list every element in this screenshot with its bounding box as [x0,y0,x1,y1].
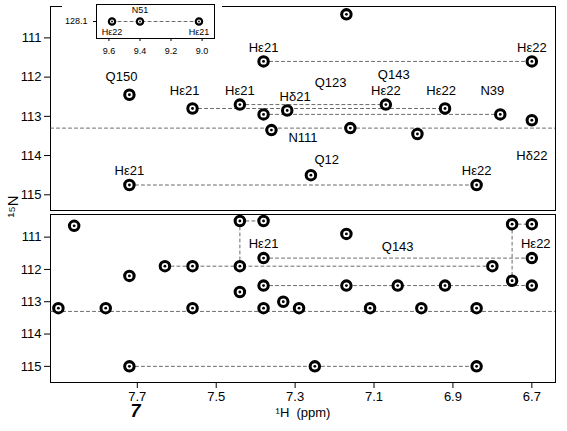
svg-text:113: 113 [21,109,42,124]
svg-text:7.5: 7.5 [207,389,225,404]
svg-text:¹H (ppm): ¹H (ppm) [276,405,331,420]
svg-text:Hε22: Hε22 [517,40,547,55]
svg-text:Q12: Q12 [314,152,339,167]
svg-text:Hε22: Hε22 [102,27,123,37]
svg-text:N111: N111 [288,130,317,145]
svg-text:Hε21: Hε21 [225,83,255,98]
svg-text:Hε22: Hε22 [426,83,456,98]
svg-text:9.6: 9.6 [103,46,116,56]
svg-text:Q150: Q150 [106,69,138,84]
svg-text:114: 114 [21,326,42,341]
svg-text:9.2: 9.2 [165,46,178,56]
svg-text:113: 113 [21,294,42,309]
svg-text:Q143: Q143 [378,67,410,82]
svg-text:Hδ21: Hδ21 [280,89,311,104]
svg-text:Hε22: Hε22 [521,236,551,251]
svg-text:9.0: 9.0 [196,46,209,56]
svg-text:N51: N51 [132,5,149,15]
svg-text:7.7: 7.7 [128,388,147,404]
svg-text:Hε21: Hε21 [115,163,145,178]
svg-text:6.9: 6.9 [444,389,462,404]
html-text:¹⁵N: ¹⁵N [3,195,21,218]
svg-text:Hε21: Hε21 [170,83,200,98]
svg-text:7.1: 7.1 [365,389,383,404]
svg-text:111: 111 [22,30,42,45]
svg-text:Q123: Q123 [315,75,347,90]
svg-text:111: 111 [22,229,42,244]
svg-text:Hε22: Hε22 [462,163,492,178]
svg-text:7: 7 [131,401,142,421]
svg-text:Hδ22: Hδ22 [516,148,547,163]
svg-text:114: 114 [21,148,42,163]
svg-text:Hε21: Hε21 [189,27,210,37]
svg-text:Hε21: Hε21 [249,40,279,55]
svg-text:115: 115 [21,187,42,202]
svg-text:6.7: 6.7 [523,389,541,404]
svg-text:115: 115 [21,359,42,374]
svg-text:N39: N39 [480,83,504,98]
svg-text:Hε22: Hε22 [371,83,401,98]
svg-text:7.3: 7.3 [286,389,304,404]
svg-text:9.4: 9.4 [134,46,147,56]
svg-text:112: 112 [21,262,42,277]
svg-text:Hε21: Hε21 [249,236,279,251]
svg-text:112: 112 [21,69,42,84]
svg-text:128.1: 128.1 [65,16,88,26]
svg-text:Q143: Q143 [382,239,414,254]
